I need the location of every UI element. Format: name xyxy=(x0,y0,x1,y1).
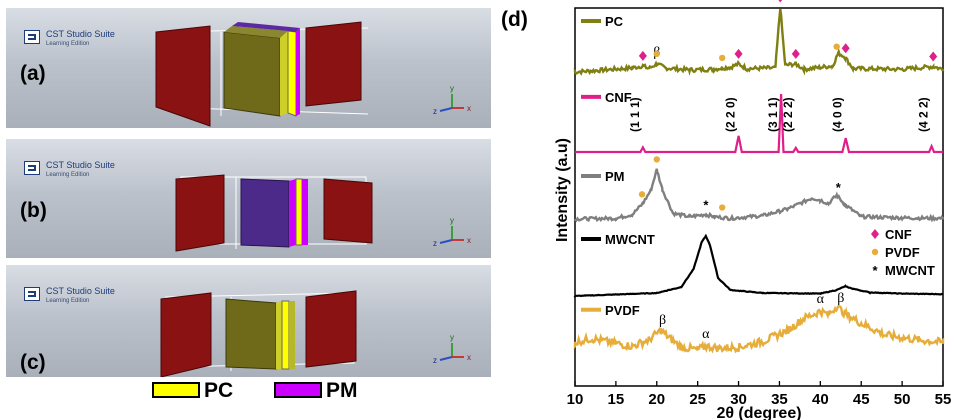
hkl-label: (1 1 1) xyxy=(628,97,642,132)
panel-label-a: (a) xyxy=(20,62,46,85)
marker-legend-label-cnf: CNF xyxy=(885,227,912,242)
brand-subtitle: Learning Edition xyxy=(46,172,90,178)
brand-text: CST Studio Suite Learning Edition xyxy=(46,160,115,180)
legend-pc-label: PC xyxy=(204,379,234,402)
peak-marker-pvdf xyxy=(653,50,660,58)
legend-pm-label: PM xyxy=(326,379,358,402)
phase-label: α xyxy=(702,327,710,342)
hkl-label: (4 2 2) xyxy=(917,97,931,132)
phase-label: β xyxy=(837,291,844,306)
x-tick-label: 40 xyxy=(812,391,829,408)
peak-marker-cnf xyxy=(778,0,783,3)
marker-legend-label-pvdf: PVDF xyxy=(885,245,920,260)
peak-marker-cnf xyxy=(929,51,938,62)
marker-legend-symbol-pvdf xyxy=(871,248,879,256)
brand-subtitle: Learning Edition xyxy=(46,41,90,47)
series-label-pm: PM xyxy=(605,169,625,184)
legend-pm-swatch xyxy=(274,382,322,398)
plot-frame xyxy=(574,7,944,387)
x-tick-label: 10 xyxy=(567,391,584,408)
series-line-cnf xyxy=(575,93,943,154)
x-tick-label: 50 xyxy=(894,391,911,408)
triad-x-label: x xyxy=(467,353,471,362)
x-tick-label: 45 xyxy=(853,391,870,408)
y-axis-label: Intensity (a.u) xyxy=(554,138,571,242)
brand-title: CST Studio Suite xyxy=(46,29,115,39)
series-line-pm xyxy=(573,168,945,223)
peak-marker-mwcnt: * xyxy=(836,180,842,195)
peak-marker-mwcnt: * xyxy=(703,198,709,213)
xrd-chart: PC CNF PM MWCNT PVDF (1 1 1) (2 2 0) (3 1 1) (2 … xyxy=(501,0,952,420)
series-label-pvdf: PVDF xyxy=(605,303,640,318)
triad-z-label: z xyxy=(433,356,437,365)
peak-marker-cnf xyxy=(791,48,800,59)
peak-marker-cnf xyxy=(734,48,743,59)
cst-logo-icon xyxy=(24,287,40,301)
hkl-label: (4 0 0) xyxy=(831,97,845,132)
hkl-label: (2 2 2) xyxy=(781,97,795,132)
marker-legend-symbol-mwcnt: * xyxy=(872,263,878,278)
series-label-pc: PC xyxy=(605,14,624,29)
triad-z-label: z xyxy=(433,107,437,116)
triad-y-label: y xyxy=(450,333,454,342)
triad-y-label: y xyxy=(450,84,454,93)
model-a-graphic xyxy=(155,21,369,127)
phase-label: α xyxy=(817,292,825,307)
cst-logo-icon xyxy=(24,161,40,175)
peak-marker-pvdf xyxy=(653,156,660,163)
model-b-graphic xyxy=(175,174,373,252)
brand-text: CST Studio Suite Learning Edition xyxy=(46,286,115,306)
marker-legend-symbol-cnf xyxy=(871,229,879,239)
x-tick-label: 15 xyxy=(608,391,625,408)
x-tick-label: 25 xyxy=(689,391,706,408)
simulation-panel-b: CST Studio Suite Learning Edition (b) y … xyxy=(6,139,491,258)
series-line-pvdf xyxy=(573,304,945,354)
triad-z-label: z xyxy=(433,239,437,248)
brand-text: CST Studio Suite Learning Edition xyxy=(46,29,115,49)
phase-label: β xyxy=(659,313,666,328)
peak-marker-pvdf xyxy=(833,43,840,50)
peak-marker-cnf xyxy=(841,43,850,54)
axis-triad-b: y x z xyxy=(433,216,471,248)
triad-y-label: y xyxy=(450,216,454,225)
axis-triad-a: y x z xyxy=(433,84,471,116)
panel-label-c: (c) xyxy=(20,351,46,374)
triad-x-label: x xyxy=(467,104,471,113)
x-axis-label: 2θ (degree) xyxy=(716,405,801,420)
brand-subtitle: Learning Edition xyxy=(46,298,90,304)
marker-legend-label-mwcnt: MWCNT xyxy=(885,263,935,278)
peak-marker-pvdf xyxy=(638,191,646,198)
simulation-panel-c: CST Studio Suite Learning Edition (c) y … xyxy=(6,265,491,377)
peak-marker-pvdf xyxy=(719,204,726,211)
x-tick-label: 30 xyxy=(730,391,747,408)
brand-title: CST Studio Suite xyxy=(46,286,115,296)
series-label-cnf: CNF xyxy=(605,90,632,105)
x-tick-label: 35 xyxy=(771,391,788,408)
series-label-mwcnt: MWCNT xyxy=(605,232,655,247)
triad-x-label: x xyxy=(467,236,471,245)
panel-label-b: (b) xyxy=(20,199,47,222)
axis-triad-c: y x z xyxy=(433,333,471,365)
series-line-mwcnt xyxy=(573,233,944,298)
panel-label-d: (d) xyxy=(501,8,528,31)
simulation-panel-a: CST Studio Suite Learning Edition (a) y … xyxy=(6,8,491,128)
hkl-label: (2 2 0) xyxy=(724,97,738,132)
x-tick-label: 20 xyxy=(648,391,665,408)
cst-logo-icon xyxy=(24,30,40,44)
brand-title: CST Studio Suite xyxy=(46,160,115,170)
legend-pc-swatch xyxy=(152,382,200,398)
peak-marker-cnf xyxy=(638,50,647,61)
peak-marker-pvdf xyxy=(719,54,726,62)
series-line-pc xyxy=(573,8,945,76)
model-c-graphic xyxy=(160,290,357,377)
hkl-label: (3 1 1) xyxy=(766,97,780,132)
x-tick-label: 55 xyxy=(935,391,952,408)
